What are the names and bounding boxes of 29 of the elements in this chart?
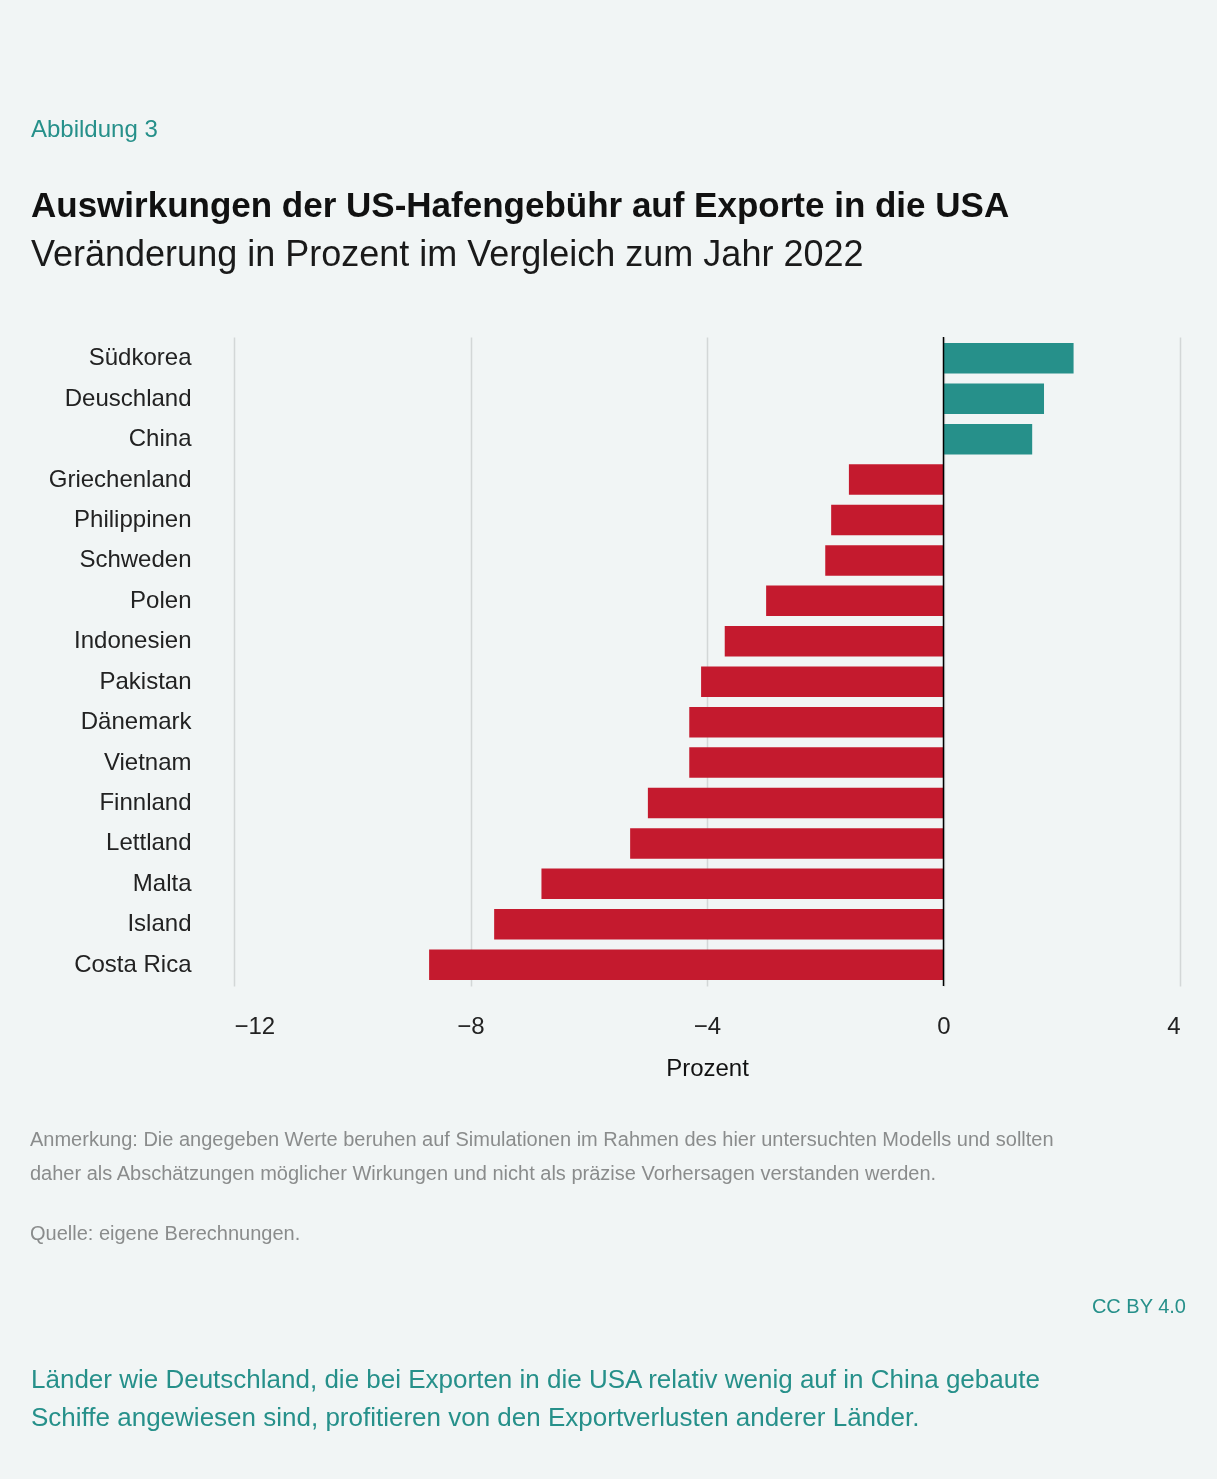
y-tick-label: China [128,424,193,452]
y-tick-label: Lettland [106,828,192,856]
source-note: Quelle: eigene Berechnungen. [30,1222,301,1244]
x-tick-label: −8 [457,1011,485,1039]
y-tick-label: Indonesien [74,626,192,654]
y-tick-label: Finnland [99,787,192,815]
x-tick-label: −12 [234,1011,276,1039]
y-tick-label: Philippinen [74,505,192,533]
y-tick-label: Schweden [79,545,192,573]
text: CC BY 4.0 [1091,1295,1186,1317]
chart-title: Auswirkungen der US-Hafengebühr auf Exporte in die USA [31,185,1010,224]
y-tick-label: Island [127,909,192,937]
y-tick-label: Vietnam [103,747,192,775]
y-tick-label: Malta [132,868,193,896]
text: Abbildung 3 [31,115,158,142]
chart-subtitle: Veränderung in Prozent im Vergleich zum Jahr 2022 [31,233,864,274]
y-tick-label: Polen [130,585,192,613]
x-tick-label: −4 [693,1011,722,1039]
y-tick-label: Griechenland [48,464,192,492]
y-tick-label: Pakistan [99,666,192,694]
text: Anmerkung: Die angegeben Werte beruhen auf Simulationen im Rahmen des hier untersuchten Modells und sollten daher als Abschätzungen möglicher Wirkungen und nicht als präzise Vorhersagen verstanden werden. [30,1128,1054,1184]
y-tick-label: Deuschland [64,383,192,411]
y-tick-label: Südkorea [88,343,193,371]
y-tick-label: Costa Rica [74,949,193,977]
text: Länder wie Deutschland, die bei Exporten in die USA relativ wenig auf in China gebaute Schiffe angewiesen sind, profitieren von den Exportverlusten anderer Länder. [31,1364,1040,1432]
y-tick-label: Dänemark [80,707,193,735]
x-axis-title: Prozent [666,1053,750,1081]
x-tick-label: 0 [937,1011,951,1039]
x-tick-label: 4 [1167,1011,1181,1039]
